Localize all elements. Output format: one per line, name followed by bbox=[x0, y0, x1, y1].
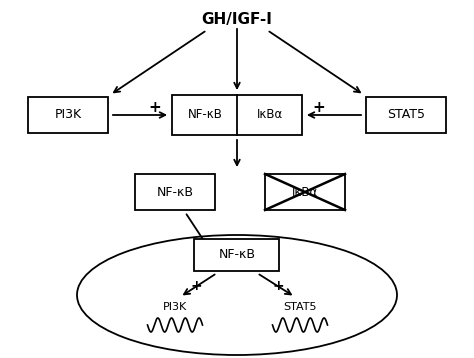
Text: STAT5: STAT5 bbox=[283, 302, 317, 312]
Text: +: + bbox=[149, 100, 161, 115]
Text: +: + bbox=[190, 279, 202, 293]
Bar bbox=[172, 95, 302, 135]
Text: STAT5: STAT5 bbox=[387, 108, 425, 121]
Ellipse shape bbox=[77, 235, 397, 355]
Text: IκBα: IκBα bbox=[257, 108, 283, 121]
Text: IκBα: IκBα bbox=[292, 185, 318, 198]
Text: PI3K: PI3K bbox=[163, 302, 187, 312]
Text: +: + bbox=[313, 100, 325, 115]
Bar bbox=[265, 174, 345, 210]
Bar bbox=[194, 239, 280, 271]
Text: NF-κB: NF-κB bbox=[156, 185, 193, 198]
Text: PI3K: PI3K bbox=[55, 108, 82, 121]
Text: GH/IGF-I: GH/IGF-I bbox=[201, 12, 273, 27]
Text: NF-κB: NF-κB bbox=[188, 108, 222, 121]
Text: +: + bbox=[272, 279, 284, 293]
Bar bbox=[135, 174, 215, 210]
Bar bbox=[28, 97, 108, 133]
Text: NF-κB: NF-κB bbox=[219, 248, 255, 261]
Bar bbox=[366, 97, 446, 133]
